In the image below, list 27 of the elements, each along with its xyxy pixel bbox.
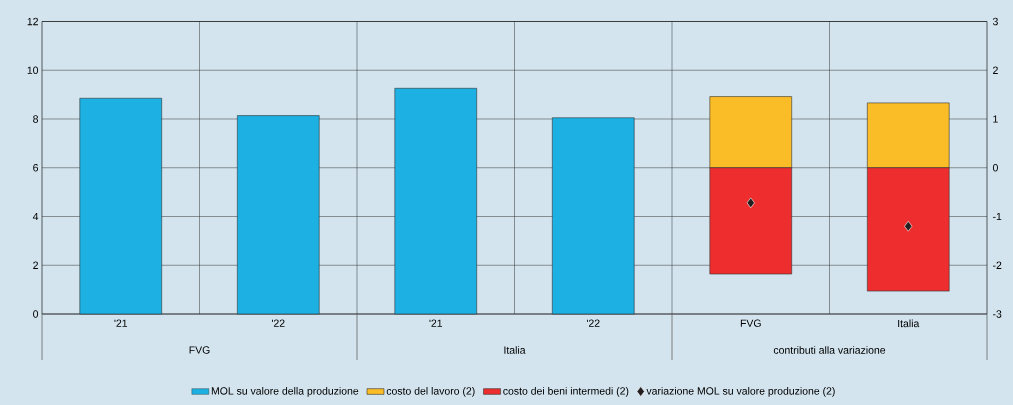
y2-tick-label: -1 xyxy=(993,212,1002,221)
x-tick-label: '21 xyxy=(429,319,443,327)
y-tick-label: 10 xyxy=(27,66,39,74)
y2-tick-label: -2 xyxy=(993,261,1002,269)
y-tick-label: 6 xyxy=(33,164,39,172)
y2-tick-label: -3 xyxy=(993,310,1002,318)
x-tick-label: Italia xyxy=(898,319,920,328)
y2-tick-label: 2 xyxy=(993,66,998,74)
x-tick-label: '22 xyxy=(586,319,600,327)
text: FVG xyxy=(189,346,210,354)
y2-tick-label: 0 xyxy=(992,164,998,172)
y-tick-label: 2 xyxy=(33,261,38,269)
y-tick-label: 4 xyxy=(32,212,39,221)
x-tick-label: '22 xyxy=(271,319,285,327)
y-tick-label: 0 xyxy=(33,310,39,318)
text: contributi alla variazione xyxy=(773,346,886,354)
y2-tick-label: 1 xyxy=(993,115,998,123)
x-tick-label: '21 xyxy=(114,319,128,327)
y-tick-label: 12 xyxy=(27,17,38,26)
legend-label: costo del lavoro (2) xyxy=(386,386,475,397)
legend-label: MOL su valore della produzione xyxy=(211,386,359,397)
legend-label: variazione MOL su valore produzione (2) xyxy=(646,386,835,397)
text: Italia xyxy=(504,346,526,354)
legend-label: costo dei beni intermedi (2) xyxy=(503,386,629,397)
y2-tick-label: 3 xyxy=(992,17,998,26)
x-tick-label: FVG xyxy=(740,319,761,327)
y-tick-label: 8 xyxy=(33,115,39,123)
